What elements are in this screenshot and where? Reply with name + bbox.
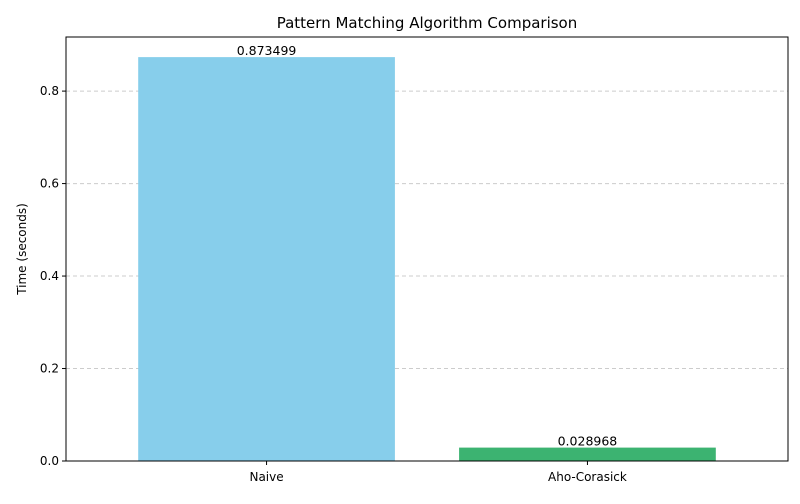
data-labels: 0.873499 0.028968 <box>237 43 618 448</box>
y-tick-label: 0.2 <box>40 362 59 376</box>
bar-naive <box>138 57 395 461</box>
y-tick-label: 0.4 <box>40 269 59 283</box>
data-label: 0.873499 <box>237 43 297 58</box>
data-label: 0.028968 <box>558 434 618 449</box>
y-tick-label: 0.0 <box>40 454 59 468</box>
plot-frame <box>65 36 789 462</box>
bars <box>138 57 716 461</box>
x-tick-label: Naive <box>249 470 283 484</box>
x-axis-ticks: Naive Aho-Corasick <box>249 461 627 484</box>
y-tick-label: 0.8 <box>40 84 59 98</box>
y-tick-label: 0.6 <box>40 177 59 191</box>
bar-aho-corasick <box>459 447 716 461</box>
x-tick-label: Aho-Corasick <box>548 470 627 484</box>
y-axis-ticks: 0.0 0.2 0.4 0.6 0.8 <box>40 84 66 468</box>
chart-title: Pattern Matching Algorithm Comparison <box>277 14 578 32</box>
y-axis-label: Time (seconds) <box>15 203 29 296</box>
